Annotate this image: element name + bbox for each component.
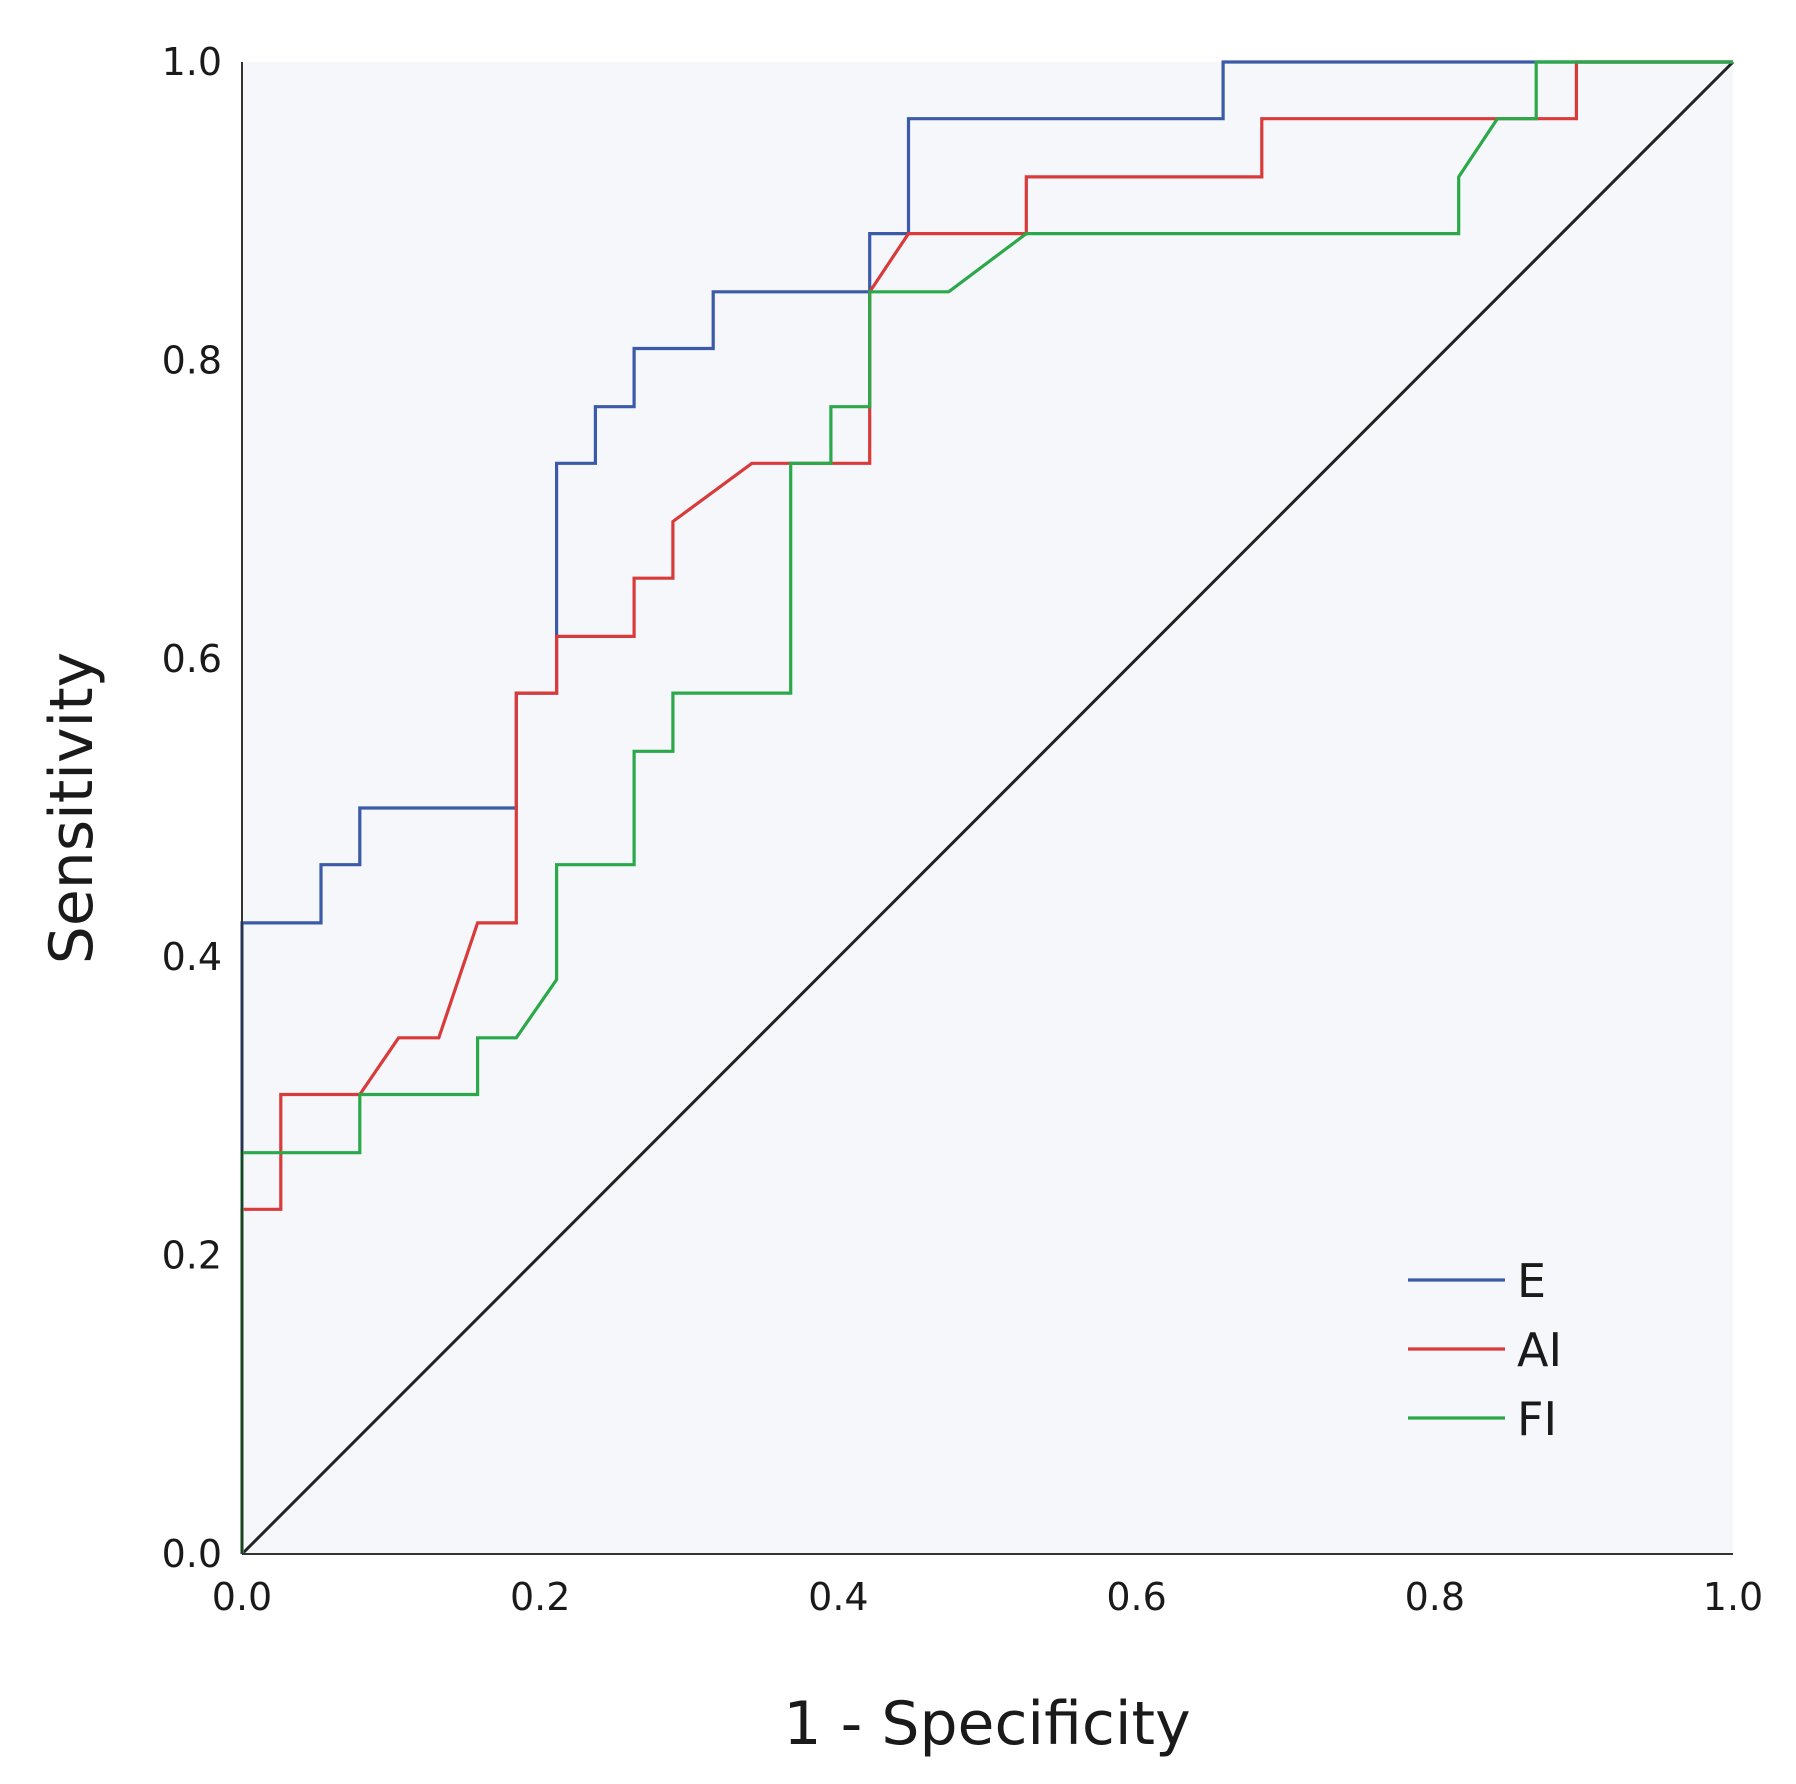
reference-line-layer xyxy=(240,60,1735,1556)
reference-diagonal-line xyxy=(240,60,1735,1556)
y-tick-label: 1.0 xyxy=(162,40,222,84)
x-tick-label: 0.0 xyxy=(212,1575,272,1619)
x-tick-label: 0.4 xyxy=(808,1575,868,1619)
series-line-e xyxy=(240,60,1733,1554)
series-line-ai xyxy=(240,60,1733,1554)
legend-label-ai: AI xyxy=(1517,1323,1562,1377)
y-tick-label: 0.6 xyxy=(162,637,222,681)
legend: E AI FI xyxy=(1408,1254,1562,1446)
x-tick-label: 0.8 xyxy=(1405,1575,1465,1619)
y-tick-label: 0.2 xyxy=(162,1234,222,1278)
x-tick-label: 1.0 xyxy=(1703,1575,1763,1619)
y-tick-labels: 0.0 0.2 0.4 0.6 0.8 1.0 xyxy=(162,40,222,1576)
legend-label-e: E xyxy=(1517,1254,1546,1308)
x-tick-label: 0.2 xyxy=(510,1575,570,1619)
y-axis-title: Sensitivity xyxy=(37,652,107,964)
x-tick-label: 0.6 xyxy=(1106,1575,1166,1619)
x-tick-labels: 0.0 0.2 0.4 0.6 0.8 1.0 xyxy=(212,1575,1763,1619)
series-layer xyxy=(240,60,1733,1554)
x-axis-title: 1 - Specificity xyxy=(783,1689,1190,1759)
y-tick-label: 0.4 xyxy=(162,935,222,979)
y-tick-label: 0.8 xyxy=(162,338,222,382)
series-line-fi xyxy=(240,60,1733,1554)
legend-label-fi: FI xyxy=(1517,1392,1557,1446)
y-tick-label: 0.0 xyxy=(162,1532,222,1576)
